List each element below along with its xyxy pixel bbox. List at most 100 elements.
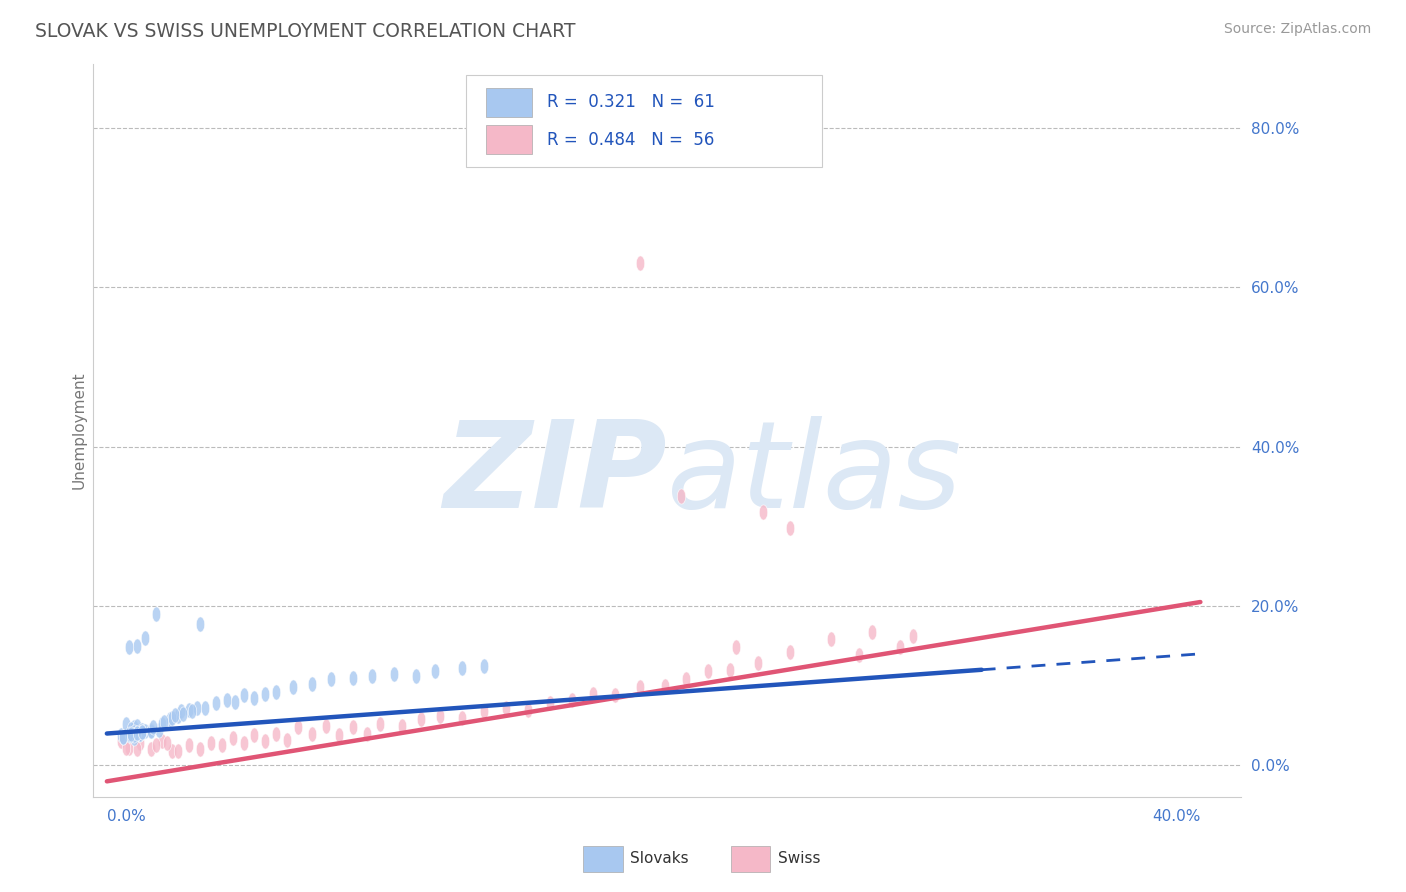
Point — [451, 661, 474, 675]
Point — [112, 730, 135, 744]
Point — [628, 681, 651, 695]
Text: Slovaks: Slovaks — [630, 851, 689, 865]
Point — [472, 658, 495, 673]
Point — [779, 645, 801, 659]
Point — [361, 669, 384, 683]
Point — [120, 727, 142, 741]
Point — [131, 725, 153, 739]
Point — [217, 693, 239, 707]
Point — [188, 616, 211, 631]
Point — [125, 742, 148, 756]
Point — [110, 728, 132, 742]
Point — [169, 704, 191, 718]
Text: ZIP: ZIP — [443, 417, 668, 533]
Point — [120, 728, 142, 742]
Point — [281, 681, 304, 695]
Point — [669, 489, 692, 503]
Point — [125, 725, 148, 739]
Point — [301, 677, 323, 691]
Point — [122, 728, 145, 742]
Point — [110, 734, 132, 748]
Point — [266, 685, 288, 699]
Point — [128, 726, 150, 740]
Point — [159, 712, 181, 726]
Point — [266, 726, 288, 740]
Point — [167, 709, 190, 723]
Point — [368, 717, 391, 731]
Point — [752, 505, 775, 519]
Y-axis label: Unemployment: Unemployment — [72, 372, 86, 490]
Point — [148, 723, 170, 738]
Point — [139, 724, 162, 739]
FancyBboxPatch shape — [486, 87, 531, 117]
Text: R =  0.321   N =  61: R = 0.321 N = 61 — [547, 93, 714, 112]
Point — [118, 640, 141, 655]
Point — [319, 673, 342, 687]
Text: atlas: atlas — [668, 417, 963, 533]
Point — [211, 739, 233, 753]
Point — [495, 701, 517, 715]
Point — [200, 736, 222, 750]
Point — [128, 736, 150, 750]
Point — [889, 640, 911, 655]
Text: 0.0%: 0.0% — [107, 809, 146, 824]
Point — [118, 725, 141, 739]
Point — [115, 740, 138, 755]
Point — [472, 704, 495, 718]
Point — [180, 704, 202, 718]
Point — [131, 725, 153, 739]
Point — [221, 731, 243, 745]
Text: 40.0%: 40.0% — [1152, 809, 1201, 824]
Point — [125, 639, 148, 653]
Point — [718, 663, 741, 677]
Point — [451, 710, 474, 724]
FancyBboxPatch shape — [486, 125, 531, 154]
Point — [423, 665, 446, 679]
Point — [188, 742, 211, 756]
Point — [654, 679, 676, 693]
Point — [153, 714, 176, 729]
Point — [287, 720, 309, 734]
Point — [115, 717, 138, 731]
Point — [150, 717, 173, 731]
Point — [243, 690, 266, 705]
Point — [232, 736, 254, 750]
FancyBboxPatch shape — [467, 75, 823, 167]
Point — [382, 666, 405, 681]
Point — [429, 709, 451, 723]
Point — [224, 695, 246, 709]
Point — [142, 720, 165, 734]
Point — [605, 688, 627, 702]
Point — [120, 722, 142, 736]
Point — [112, 730, 135, 744]
Point — [675, 673, 697, 687]
Point — [162, 710, 184, 724]
Point — [315, 718, 337, 732]
Point — [342, 720, 364, 734]
Point — [156, 736, 179, 750]
Point — [903, 629, 925, 643]
Point — [194, 701, 217, 715]
Point — [538, 696, 561, 710]
Point — [162, 744, 184, 758]
Point — [411, 712, 433, 726]
Point — [848, 648, 870, 663]
Point — [125, 718, 148, 732]
Point — [145, 739, 167, 753]
Point — [118, 726, 141, 740]
Point — [628, 256, 651, 270]
Point — [177, 739, 200, 753]
Text: Source: ZipAtlas.com: Source: ZipAtlas.com — [1223, 22, 1371, 37]
Point — [405, 669, 427, 683]
Point — [167, 744, 190, 758]
Point — [747, 657, 769, 671]
Point — [118, 728, 141, 742]
Point — [125, 725, 148, 739]
Point — [391, 718, 413, 732]
Point — [145, 607, 167, 621]
Point — [860, 624, 883, 639]
Point — [139, 723, 162, 738]
Point — [122, 731, 145, 745]
Point — [122, 725, 145, 739]
Point — [516, 703, 538, 717]
